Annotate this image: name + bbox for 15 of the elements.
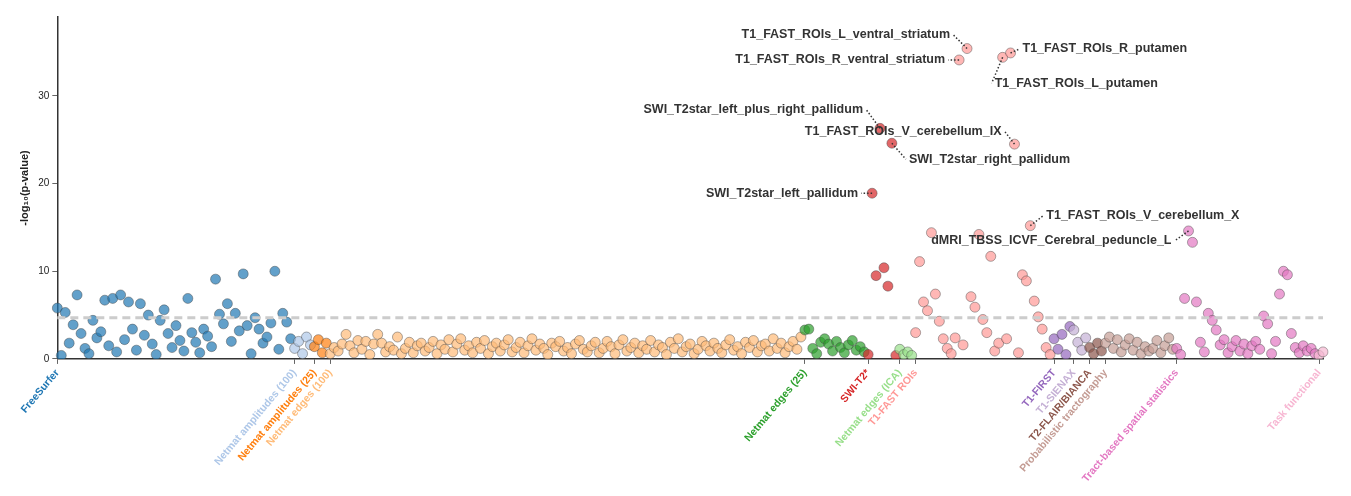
data-label: T1_FAST_ROIs_R_putamen	[1022, 41, 1188, 56]
data-label: T1_FAST_ROIs_R_ventral_striatum	[735, 52, 946, 67]
y-tick-label: 30	[38, 89, 50, 101]
data-label: dMRI_TBSS_ICVF_Cerebral_peduncle_L	[931, 233, 1172, 248]
data-label: T1_FAST_ROIs_V_cerebellum_X	[1046, 208, 1241, 223]
data-label: T1_FAST_ROIs_L_ventral_striatum	[741, 27, 951, 42]
data-label: T1_FAST_ROIs_V_cerebellum_IX	[804, 123, 1003, 138]
data-label: SWI_T2star_right_pallidum	[908, 151, 1071, 166]
data-label: T1_FAST_ROIs_L_putamen	[994, 75, 1158, 90]
y-tick-label: 20	[38, 177, 50, 189]
y-tick-label: 10	[38, 265, 50, 276]
y-axis-title: -log₁₀(p-value)	[17, 149, 30, 226]
data-label: SWI_T2star_left_plus_right_pallidum	[643, 101, 864, 116]
y-tick-label: 0	[43, 352, 50, 364]
data-label: SWI_T2star_left_pallidum	[705, 185, 859, 200]
